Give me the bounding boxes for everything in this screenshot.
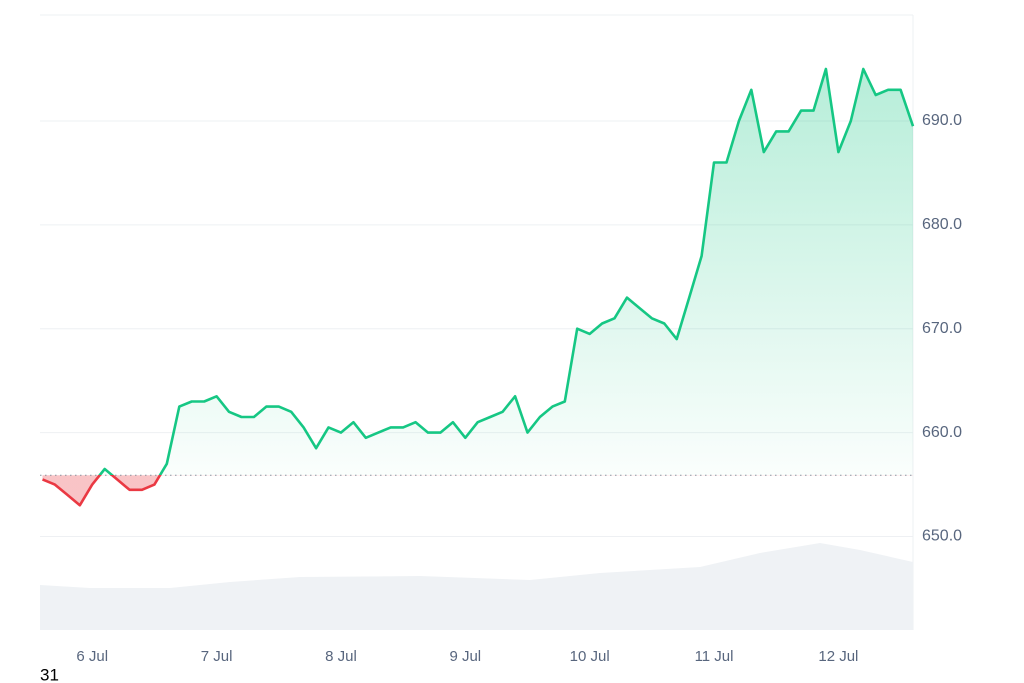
- price-area: [42, 69, 913, 506]
- price-line: [41, 67, 915, 507]
- y-tick-label: 650.0: [922, 528, 962, 545]
- x-tick-label: 9 Jul: [449, 648, 481, 665]
- y-tick-label: 680.0: [922, 216, 962, 233]
- x-tick-label: 10 Jul: [570, 648, 610, 665]
- y-tick-label: 690.0: [922, 112, 962, 129]
- y-tick-label: 670.0: [922, 320, 962, 337]
- x-tick-label: 12 Jul: [818, 648, 858, 665]
- volume-area: [40, 543, 913, 630]
- x-tick-label: 8 Jul: [325, 648, 357, 665]
- x-tick-label: 7 Jul: [201, 648, 233, 665]
- x-tick-label: 11 Jul: [695, 648, 734, 665]
- footer-label: 31: [40, 665, 59, 683]
- y-tick-label: 660.0: [922, 424, 962, 441]
- x-tick-label: 6 Jul: [76, 648, 108, 665]
